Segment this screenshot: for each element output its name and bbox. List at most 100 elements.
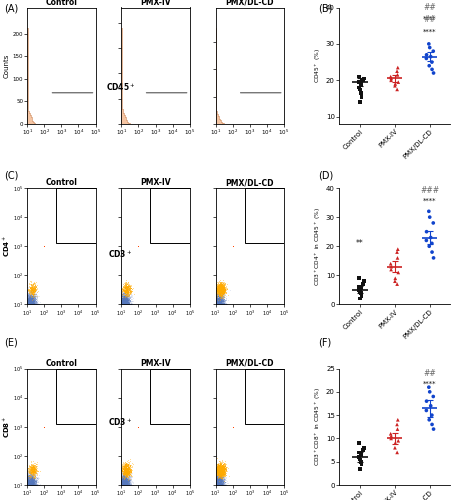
- Point: [214, 474, 221, 482]
- Point: [118, 297, 125, 305]
- Point: [214, 481, 222, 489]
- Point: [212, 479, 219, 487]
- Point: [217, 469, 224, 477]
- Point: [216, 293, 223, 301]
- Point: [212, 300, 219, 308]
- Point: [212, 481, 219, 489]
- Point: [123, 300, 130, 308]
- Point: [212, 300, 219, 308]
- Point: [121, 300, 128, 308]
- Point: [24, 481, 31, 489]
- Point: [122, 479, 130, 487]
- Point: [212, 481, 219, 489]
- Point: [118, 481, 125, 489]
- Point: [212, 300, 219, 308]
- Point: [221, 288, 228, 296]
- Point: [118, 481, 125, 489]
- Point: [121, 300, 128, 308]
- Point: [212, 300, 219, 308]
- Point: [212, 480, 219, 488]
- Point: [26, 292, 34, 300]
- Point: [118, 481, 125, 489]
- Point: [213, 478, 220, 486]
- Point: [214, 298, 221, 306]
- Point: [118, 481, 125, 489]
- Point: [121, 481, 129, 489]
- Point: [212, 300, 220, 308]
- Point: [118, 481, 125, 489]
- Point: [24, 481, 31, 489]
- Point: [216, 300, 223, 308]
- Point: [216, 477, 223, 485]
- Point: [229, 423, 236, 431]
- Point: [30, 293, 37, 301]
- Point: [229, 242, 236, 250]
- Point: [218, 300, 225, 308]
- Point: [119, 298, 126, 306]
- Point: [32, 477, 40, 485]
- Point: [118, 481, 125, 489]
- Point: [122, 481, 129, 489]
- Point: [212, 479, 219, 487]
- Point: [121, 300, 128, 308]
- Point: [212, 481, 219, 489]
- Point: [118, 298, 125, 306]
- Point: [118, 480, 125, 488]
- Point: [24, 300, 31, 308]
- Point: [24, 478, 31, 486]
- Point: [212, 481, 219, 489]
- Point: [24, 481, 31, 489]
- Point: [120, 481, 127, 489]
- Point: [118, 481, 125, 489]
- Point: [218, 468, 225, 475]
- Point: [214, 298, 222, 306]
- Point: [27, 300, 34, 308]
- Point: [24, 481, 31, 489]
- Point: [24, 295, 31, 303]
- Point: [229, 423, 236, 431]
- Point: [24, 300, 31, 308]
- Point: [212, 481, 219, 489]
- Point: [31, 476, 38, 484]
- Point: [212, 300, 219, 308]
- Point: [25, 300, 32, 308]
- Point: [118, 300, 125, 308]
- Point: [118, 300, 125, 308]
- Point: [118, 481, 126, 489]
- Point: [212, 294, 219, 302]
- Point: [120, 481, 127, 489]
- Point: [28, 292, 35, 300]
- Point: [118, 476, 125, 484]
- Point: [212, 481, 219, 489]
- Point: [32, 480, 39, 488]
- Point: [215, 298, 222, 306]
- Point: [212, 300, 219, 308]
- Point: [220, 281, 228, 289]
- Point: [215, 298, 222, 306]
- Point: [216, 300, 223, 308]
- Point: [123, 294, 131, 302]
- Point: [212, 300, 219, 308]
- Point: [28, 481, 35, 489]
- Point: [126, 481, 134, 489]
- Point: [24, 298, 31, 306]
- Point: [120, 297, 127, 305]
- Point: [24, 297, 31, 305]
- Point: [212, 481, 219, 489]
- Point: [121, 481, 129, 489]
- Point: [213, 481, 221, 489]
- Point: [223, 466, 230, 474]
- Point: [215, 300, 222, 308]
- Point: [118, 300, 125, 308]
- Point: [128, 295, 135, 303]
- Point: [123, 478, 130, 486]
- Point: [121, 289, 129, 297]
- Point: [216, 481, 223, 489]
- Point: [216, 466, 223, 473]
- Point: [212, 300, 219, 308]
- Point: [214, 478, 222, 486]
- Point: [24, 481, 31, 489]
- Point: [125, 481, 132, 489]
- Point: [121, 297, 128, 305]
- Point: [30, 477, 37, 485]
